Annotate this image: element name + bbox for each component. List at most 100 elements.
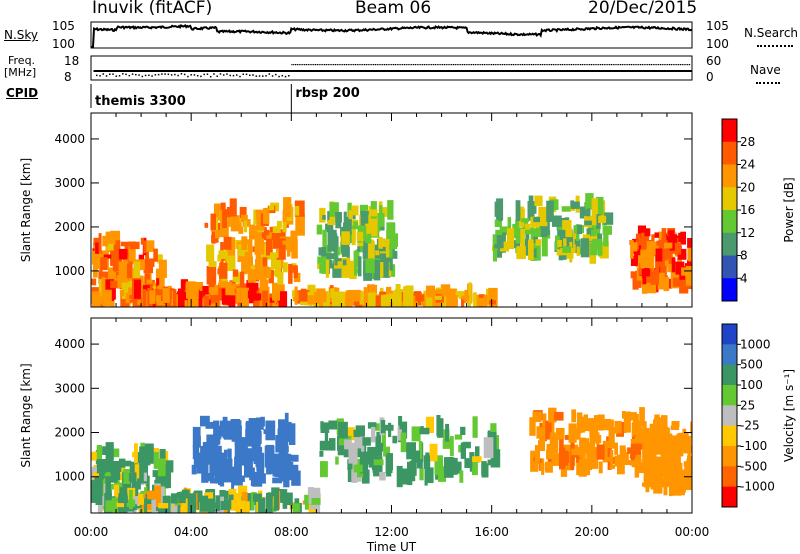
velocity-cell — [276, 478, 282, 483]
power-cell — [598, 215, 607, 223]
nave-dot — [412, 64, 415, 66]
velocity-cell — [282, 438, 289, 452]
power-cell — [143, 240, 147, 254]
velocity-colorbar-segment — [722, 344, 737, 366]
nave-dot — [338, 64, 340, 66]
nave-dot — [603, 64, 605, 66]
velocity-cell — [353, 464, 363, 473]
velocity-cell — [244, 457, 253, 478]
power-cell — [106, 243, 114, 251]
power-cell — [276, 220, 282, 229]
power-cell — [651, 234, 655, 242]
freq-dot — [226, 73, 228, 75]
freq-dot — [170, 74, 173, 76]
velocity-cell — [105, 442, 114, 461]
power-cell — [546, 200, 554, 222]
power-cell — [241, 259, 247, 275]
velocity-cell — [375, 436, 381, 452]
velocity-cell — [551, 453, 561, 466]
velocity-cell — [490, 449, 501, 468]
power-cell — [125, 292, 133, 304]
velocity-cell — [691, 453, 692, 458]
power-cell — [182, 291, 189, 301]
power-cell — [685, 265, 692, 286]
velocity-cell — [631, 438, 640, 444]
cpid-mode-label: rbsp 200 — [295, 86, 359, 101]
power-cell — [263, 207, 270, 224]
power-cell — [518, 206, 525, 227]
power-cell — [590, 229, 596, 238]
velocity-cell — [406, 442, 416, 460]
cpid-label: CPID — [6, 86, 39, 100]
nave-dot — [616, 64, 618, 66]
velocity-cell — [256, 455, 263, 474]
power-cell — [203, 295, 209, 307]
freq-dot — [275, 73, 277, 76]
nave-dot — [463, 64, 466, 66]
velocity-cell — [583, 459, 591, 476]
power-cell — [239, 271, 245, 286]
velocity-cell — [137, 477, 141, 490]
velocity-cell — [603, 418, 611, 431]
nave-dot — [436, 64, 438, 66]
velocity-cell — [401, 468, 411, 485]
power-cell — [128, 241, 136, 264]
freq-left-tick: 8 — [64, 70, 72, 84]
nave-dot — [358, 64, 360, 66]
power-ytick-label: 4000 — [54, 132, 85, 146]
velocity-cell — [216, 496, 224, 513]
power-cell — [488, 287, 498, 307]
power-cell — [256, 216, 265, 231]
power-cell — [329, 202, 339, 217]
velocity-cell — [111, 497, 119, 513]
velocity-cell — [355, 435, 365, 453]
power-cell — [229, 198, 237, 217]
nave-label: Nave — [750, 63, 781, 77]
velocity-cell — [135, 452, 142, 463]
velocity-cell — [622, 411, 626, 419]
power-cell — [143, 259, 153, 274]
nave-dot — [589, 64, 591, 66]
velocity-cell — [219, 459, 227, 476]
power-ylabel: Slant Range [km] — [19, 158, 33, 262]
power-cell — [687, 246, 692, 262]
velocity-cell — [146, 475, 150, 498]
velocity-cell — [436, 415, 441, 437]
freq-dot — [284, 75, 287, 78]
power-cell — [325, 259, 330, 278]
velocity-colorbar-tick-label: -500 — [740, 459, 767, 473]
velocity-cell — [536, 426, 541, 439]
power-cell — [521, 218, 529, 223]
velocity-cell — [632, 436, 636, 456]
power-cell — [98, 233, 102, 253]
power-cell — [156, 286, 161, 305]
power-cell — [279, 238, 286, 260]
nave-dot — [369, 64, 371, 66]
velocity-cell — [683, 473, 691, 490]
velocity-cell — [252, 474, 263, 487]
power-cell — [225, 281, 233, 296]
velocity-cell — [170, 493, 178, 504]
power-cell — [525, 228, 533, 235]
power-cell — [534, 195, 543, 206]
velocity-cell — [619, 445, 626, 457]
power-cell — [359, 291, 364, 305]
power-cell — [450, 294, 458, 307]
power-cell — [102, 289, 112, 307]
freq-dot — [96, 74, 98, 77]
velocity-cell — [542, 413, 547, 428]
power-cell — [156, 278, 160, 290]
noise-search-legend-line — [757, 45, 793, 47]
nave-dot — [304, 64, 306, 66]
velocity-cell — [252, 493, 262, 502]
power-cell — [254, 238, 265, 255]
velocity-cell — [605, 457, 614, 462]
power-cell — [378, 207, 389, 217]
velocity-cell — [536, 446, 540, 456]
nave-dot — [556, 64, 558, 66]
freq-dot — [235, 74, 238, 76]
power-cell — [343, 211, 347, 228]
power-echoes — [91, 193, 692, 307]
power-cell — [380, 255, 389, 278]
